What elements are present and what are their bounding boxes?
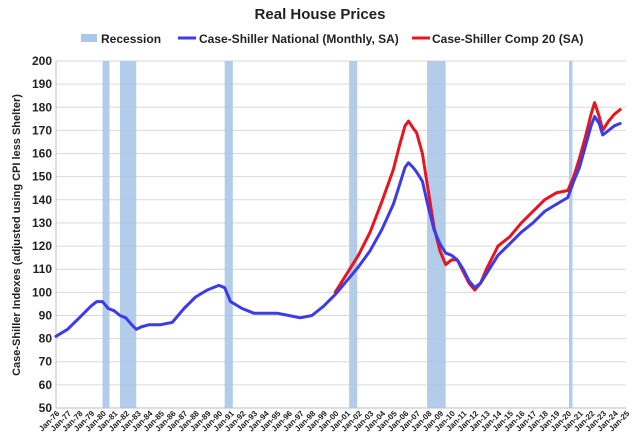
recession-band	[119, 61, 137, 408]
legend-label-recession: Recession	[101, 32, 161, 46]
y-tick-label: 130	[32, 216, 52, 230]
y-tick-label: 180	[32, 100, 52, 114]
y-tick-label: 140	[32, 193, 52, 207]
legend: Recession Case-Shiller National (Monthly…	[81, 32, 583, 46]
series-line-national	[54, 115, 622, 338]
y-tick-label: 50	[39, 401, 53, 415]
y-tick-label: 60	[39, 378, 53, 392]
recession-bands	[102, 61, 573, 408]
recession-band	[569, 61, 573, 408]
y-tick-label: 90	[39, 308, 53, 322]
x-axis-ticks: Jan-76Jan-77Jan-78Jan-79Jan-80Jan-81Jan-…	[37, 409, 632, 432]
legend-swatch-recession	[81, 34, 97, 42]
y-tick-label: 170	[32, 123, 52, 137]
y-tick-label: 150	[32, 170, 52, 184]
legend-label-national: Case-Shiller National (Monthly, SA)	[199, 32, 399, 46]
y-tick-label: 120	[32, 239, 52, 253]
y-tick-label: 200	[32, 54, 52, 68]
y-tick-label: 70	[39, 355, 53, 369]
recession-band	[349, 61, 358, 408]
y-tick-label: 110	[33, 262, 53, 276]
recession-band	[102, 61, 110, 408]
chart-title: Real House Prices	[255, 6, 386, 23]
recession-band	[224, 61, 233, 408]
legend-label-comp20: Case-Shiller Comp 20 (SA)	[432, 32, 583, 46]
series-lines	[54, 101, 622, 338]
y-tick-label: 80	[39, 332, 53, 346]
series-line-comp20	[333, 101, 622, 294]
gridlines	[55, 60, 626, 409]
y-axis-ticks: 50 60 70 80 90 100 110 120 130 140 150 160 170 180 190…	[32, 54, 52, 415]
y-axis-label: Case-Shiller Indexes (adjusted using CPI…	[11, 94, 23, 376]
y-tick-label: 190	[32, 77, 52, 91]
y-tick-label: 100	[32, 285, 52, 299]
y-tick-label: 160	[32, 147, 52, 161]
